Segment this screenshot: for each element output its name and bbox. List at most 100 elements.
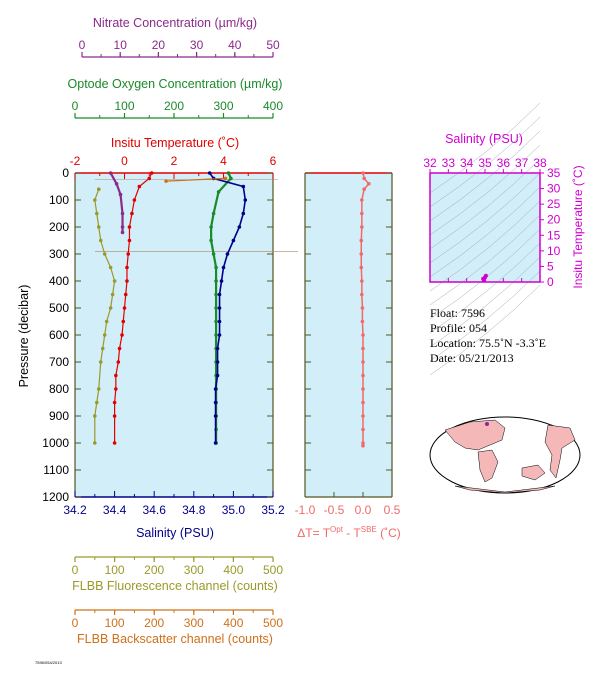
backscatter-axis-tick-label: 100 <box>105 616 125 630</box>
salinity-tick-label: 34.6 <box>143 503 167 517</box>
oxygen-axis-tick-label: 200 <box>164 99 184 113</box>
world-map <box>429 416 581 494</box>
delta-point <box>361 441 365 445</box>
delta-point <box>359 252 364 256</box>
backscatter-point <box>164 179 168 183</box>
float-info: Float: 7596 Profile: 054 Location: 75.5˚… <box>430 306 546 365</box>
nitrate-axis-tick-label: 10 <box>114 38 128 52</box>
salinity-point <box>213 387 218 391</box>
oxygen-axis-tick-label: 400 <box>263 99 283 113</box>
temperature-point <box>127 238 132 243</box>
delta-point <box>361 171 365 175</box>
delta-point <box>361 443 365 448</box>
delta-point <box>362 187 366 191</box>
salinity-axis-label: Salinity (PSU) <box>136 526 214 540</box>
ts-temperature-tick-label: 25 <box>547 197 561 211</box>
salinity-point <box>237 225 242 229</box>
nitrate-point <box>108 171 113 175</box>
density-contour <box>429 186 541 278</box>
nitrate-axis-tick-label: 30 <box>190 38 204 52</box>
temperature-tick-label: 6 <box>270 154 277 168</box>
fluorescence-point <box>110 292 115 297</box>
salinity-point <box>215 360 220 364</box>
pressure-tick-label: 1100 <box>43 463 69 477</box>
nitrate-axis-tick-label: 0 <box>79 38 86 52</box>
ts-temperature-tick-label: 30 <box>547 182 561 196</box>
salinity-point <box>215 373 220 378</box>
oxygen-axis-tick-label: 0 <box>72 99 79 113</box>
nitrate-axis-tick-label: 40 <box>228 38 242 52</box>
salinity-point <box>217 319 222 324</box>
fluorescence-axis: 0 100 200 300 400 500 <box>72 556 283 577</box>
float-id: Float: 7596 <box>430 306 485 320</box>
backscatter-point <box>223 176 228 181</box>
ts-salinity-tick-label: 33 <box>442 156 456 170</box>
nitrate-axis-tick-label: 20 <box>152 38 166 52</box>
temperature-point <box>117 346 122 351</box>
fluorescence-point <box>112 279 117 283</box>
backscatter-axis-label: FLBB Backscatter channel (counts) <box>77 632 273 646</box>
temperature-axis: -2 0 2 4 6 <box>70 154 277 168</box>
oxygen-point <box>209 225 213 229</box>
oxygen-axis-tick-label: 300 <box>213 99 233 113</box>
temperature-point <box>116 360 121 364</box>
delta-point <box>360 319 365 324</box>
delta-point <box>360 198 364 202</box>
temperature-tick-label: 4 <box>220 154 227 168</box>
temperature-point <box>114 373 118 378</box>
fluorescence-point <box>104 319 109 324</box>
temperature-point <box>126 252 131 256</box>
delta-point <box>362 176 366 181</box>
fluorescence-axis-tick-label: 0 <box>72 563 79 577</box>
salinity-point <box>221 265 226 270</box>
ts-temperature-tick-label: 15 <box>547 228 561 242</box>
map-land-asia <box>444 419 506 451</box>
ts-salinity-tick-label: 35 <box>478 156 492 170</box>
temperature-point <box>121 319 126 324</box>
backscatter-axis-tick-label: 0 <box>72 616 79 630</box>
ts-salinity-tick-label: 38 <box>533 156 547 170</box>
ts-salinity-label: Salinity (PSU) <box>445 132 523 146</box>
delta-point <box>367 182 371 186</box>
nitrate-point <box>118 192 123 197</box>
density-contour <box>429 144 541 236</box>
fluorescence-point <box>102 333 107 337</box>
nitrate-point <box>120 225 125 229</box>
oxygen-point <box>214 319 218 324</box>
fluorescence-axis-tick-label: 300 <box>184 563 204 577</box>
nitrate-axis-label: Nitrate Concentration (µm/kg) <box>93 16 257 30</box>
pressure-axis-label: Pressure (decibar) <box>17 285 31 388</box>
salinity-point <box>241 211 246 216</box>
salinity-tick-label: 35.0 <box>222 503 246 517</box>
pressure-tick-label: 500 <box>49 301 69 315</box>
salinity-point <box>217 306 222 310</box>
delta-t-plot: -1.0 -0.5 0.0 0.5 <box>295 171 401 517</box>
oxygen-axis-label: Optode Oxygen Concentration (µm/kg) <box>68 77 283 91</box>
map-land-americas <box>544 424 576 479</box>
salinity-tick-label: 34.4 <box>103 503 127 517</box>
fluorescence-point <box>102 252 107 256</box>
temperature-tick-label: -2 <box>70 154 81 168</box>
salinity-point <box>219 279 224 283</box>
delta-point <box>361 373 365 378</box>
ts-temperature-tick-label: 10 <box>547 244 561 258</box>
pressure-tick-label: 400 <box>49 274 69 288</box>
profile-number: Profile: 054 <box>430 321 487 335</box>
delta-point <box>361 333 365 337</box>
fluorescence-point <box>94 211 99 216</box>
map-land-antarctica <box>454 485 556 494</box>
pressure-tick-label: 700 <box>49 355 69 369</box>
fluorescence-point <box>108 306 113 310</box>
pressure-tick-label: 200 <box>49 220 69 234</box>
pressure-tick-label: 600 <box>49 328 69 342</box>
salinity-tick-label: 35.2 <box>261 503 285 517</box>
delta-point <box>360 292 364 297</box>
salinity-point <box>217 333 222 337</box>
fluorescence-point <box>96 187 101 191</box>
temperature-point <box>122 306 127 310</box>
float-location-marker <box>485 422 489 426</box>
oxygen-point <box>229 176 233 181</box>
ts-salinity-tick-label: 37 <box>515 156 529 170</box>
fluorescence-point <box>93 441 97 445</box>
